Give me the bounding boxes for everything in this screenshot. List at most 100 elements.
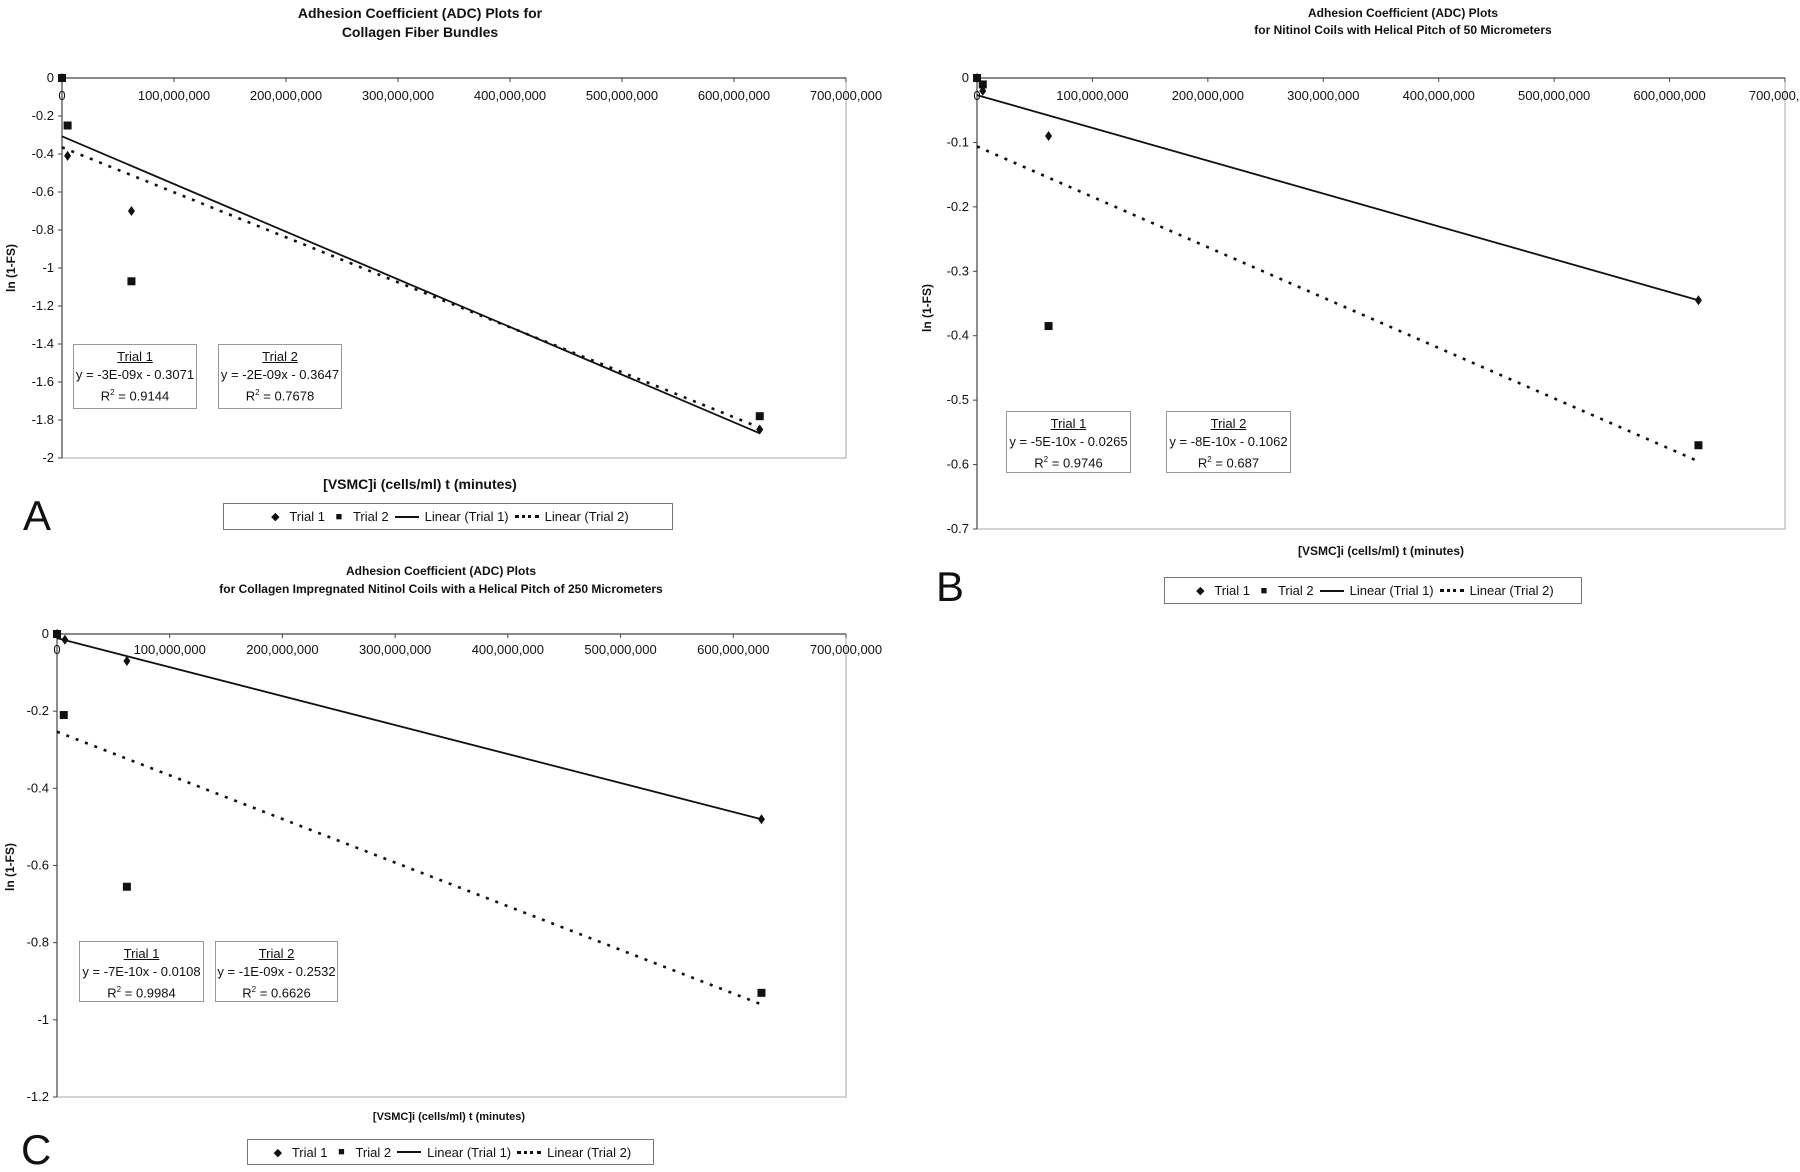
chart-a-trendline-trial-1 (61, 135, 761, 435)
chart-a-trial-2-point (58, 74, 66, 82)
chart-a-title: Adhesion Coefficient (ADC) Plots for Col… (298, 4, 542, 42)
chart-a-y-tick-label: -1 (42, 260, 54, 275)
chart-b-x-tick-label: 500,000,000 (1518, 88, 1590, 103)
chart-c-plot-area (56, 633, 847, 1098)
legend-entry: Trial 1 (291, 1144, 328, 1160)
chart-c-y-tick-label: -0.4 (27, 780, 49, 795)
diamond-marker-icon: ◆ (273, 1146, 283, 1159)
panel-label-a: A (23, 492, 52, 539)
chart-a-x-tick-label: 600,000,000 (698, 88, 770, 103)
chart-c-x-tick-label: 200,000,000 (246, 642, 318, 657)
chart-a-trial-1-point (64, 150, 72, 161)
chart-c-x-tick-label: 400,000,000 (472, 642, 544, 657)
chart-a-trial-2-point (127, 277, 136, 286)
chart-c-trial-2-point (59, 711, 68, 720)
chart-c-x-axis-label: [VSMC]i (cells/ml) t (minutes) (372, 1111, 526, 1123)
chart-a-trial-2-point (63, 121, 72, 130)
legend-entry: Trial 1 (1214, 583, 1250, 598)
legend-entry: Linear (Trial 2) (544, 509, 629, 524)
chart-a-y-tick-label: -1.2 (32, 298, 54, 313)
chart-a-trial-1-point (127, 206, 135, 216)
chart-c-y-tick-label: -0.2 (27, 703, 49, 718)
chart-b-y-tick-label: -0.3 (947, 263, 969, 278)
chart-c-y-tick-label: -1.2 (27, 1089, 49, 1104)
chart-c-x-tick-label: 100,000,000 (134, 642, 206, 657)
chart-a-equation-trial-2: Trial 2 y = -2E-09x - 0.3647 R2 = 0.7678 (218, 344, 342, 409)
square-marker-icon: ■ (338, 1146, 345, 1158)
solid-line-icon (394, 515, 419, 518)
chart-c-y-tick-label: 0 (42, 626, 49, 641)
chart-b-trendline-trial-2 (976, 145, 1699, 463)
equation-label: Trial 1 (1050, 416, 1087, 431)
chart-c-trial-1-point (123, 656, 131, 667)
chart-a-y-tick-label: -1.8 (32, 412, 54, 427)
chart-b-y-tick-label: 0 (962, 70, 969, 85)
chart-a-title-line-2: Collagen Fiber Bundles (341, 24, 499, 40)
chart-c-equation-trial-2: Trial 2 y = -1E-09x - 0.2532 R2 = 0.6626 (215, 941, 338, 1002)
chart-c-x-tick-label: 600,000,000 (697, 642, 769, 657)
legend-entry: Trial 2 (352, 509, 389, 524)
chart-c-trial-1-point (757, 814, 765, 825)
chart-c-trial-1-point (61, 634, 69, 645)
r-squared: R2 = 0.7678 (245, 388, 315, 404)
chart-b-title-line-2: for Nitinol Coils with Helical Pitch of … (1254, 23, 1552, 37)
chart-b-trendline-trial-1 (976, 94, 1699, 302)
dashed-line-icon (1439, 589, 1464, 592)
diamond-marker-icon: ◆ (271, 511, 280, 523)
chart-b-x-tick-label: 300,000,000 (1287, 88, 1359, 103)
chart-a-x-tick-label: 100,000,000 (138, 88, 210, 103)
diamond-marker-icon: ◆ (1196, 585, 1205, 597)
chart-c-y-axis-label: ln (1-FS) (3, 843, 17, 891)
chart-b-y-tick-label: -0.1 (947, 134, 969, 149)
chart-c-title-line-2: for Collagen Impregnated Nitinol Coils w… (219, 582, 663, 596)
chart-b-legend: ◆ Trial 1 ■ Trial 2 Linear (Trial 1) Linea… (1164, 577, 1582, 604)
chart-c-x-tick-label: 300,000,000 (359, 642, 431, 657)
panel-label-b: B (936, 563, 965, 610)
chart-b-x-tick-label: 200,000,000 (1172, 88, 1244, 103)
chart-b-y-tick-label: -0.2 (947, 199, 969, 214)
chart-a-legend: ◆ Trial 1 ■ Trial 2 Linear (Trial 1) Linea… (223, 503, 673, 530)
chart-a-y-tick-label: 0 (47, 70, 54, 85)
legend-entry: Linear (Trial 2) (547, 1144, 632, 1160)
chart-a-y-tick-label: -0.4 (32, 146, 54, 161)
chart-a-y-tick-label: -0.8 (32, 222, 54, 237)
chart-a-trial-1-point (756, 424, 764, 435)
r-squared: R2 = 0.9746 (1034, 455, 1103, 471)
dashed-line-icon (514, 515, 539, 518)
r-squared: R2 = 0.6626 (242, 985, 311, 1001)
equation-label: Trial 2 (1210, 416, 1247, 431)
chart-a-equation-trial-1: Trial 1 y = -3E-09x - 0.3071 R2 = 0.9144 (73, 344, 197, 409)
chart-b-equation-trial-2: Trial 2 y = -8E-10x - 0.1062 R2 = 0.687 (1166, 411, 1291, 473)
r-squared: R2 = 0.9984 (107, 985, 176, 1001)
chart-a-x-tick-label: 200,000,000 (250, 88, 322, 103)
solid-line-icon (1319, 589, 1344, 592)
chart-b-trial-2-point (1044, 322, 1053, 331)
chart-c-x-tick-label: 700,000,000 (810, 642, 882, 657)
chart-b-y-axis-label: ln (1-FS) (920, 284, 934, 332)
legend-entry: Linear (Trial 1) (1349, 583, 1434, 598)
chart-c-y-tick-label: -0.8 (27, 935, 49, 950)
r-squared: R2 = 0.687 (1197, 455, 1260, 471)
chart-c-trial-2-point (53, 630, 61, 638)
legend-entry: Linear (Trial 1) (427, 1144, 512, 1160)
chart-a-x-tick-label: 0 (58, 88, 65, 103)
chart-b-x-tick-label: 100,000,000 (1056, 88, 1128, 103)
chart-a-y-tick-label: -0.2 (32, 108, 54, 123)
chart-b-equation-trial-1: Trial 1 y = -5E-10x - 0.0265 R2 = 0.9746 (1006, 411, 1131, 473)
chart-b-x-axis-label: [VSMC]i (cells/ml) t (minutes) (1297, 544, 1465, 558)
equation-text: y = -3E-09x - 0.3071 (75, 367, 195, 382)
equation-text: y = -1E-09x - 0.2532 (217, 964, 336, 979)
legend-entry: Trial 1 (289, 509, 325, 524)
chart-a-x-tick-label: 300,000,000 (362, 88, 434, 103)
legend-entry: Trial 2 (1277, 583, 1314, 598)
chart-b-title-line-1: Adhesion Coefficient (ADC) Plots (1307, 6, 1499, 20)
chart-a-y-tick-label: -1.6 (32, 374, 54, 389)
chart-b-x-tick-label: 600,000,000 (1633, 88, 1705, 103)
solid-line-icon (397, 1151, 422, 1153)
chart-c-x-tick-label: 0 (53, 642, 60, 657)
panel-label-c: C (21, 1126, 52, 1172)
chart-b-y-tick-label: -0.4 (947, 328, 969, 343)
equation-label: Trial 1 (117, 349, 153, 364)
